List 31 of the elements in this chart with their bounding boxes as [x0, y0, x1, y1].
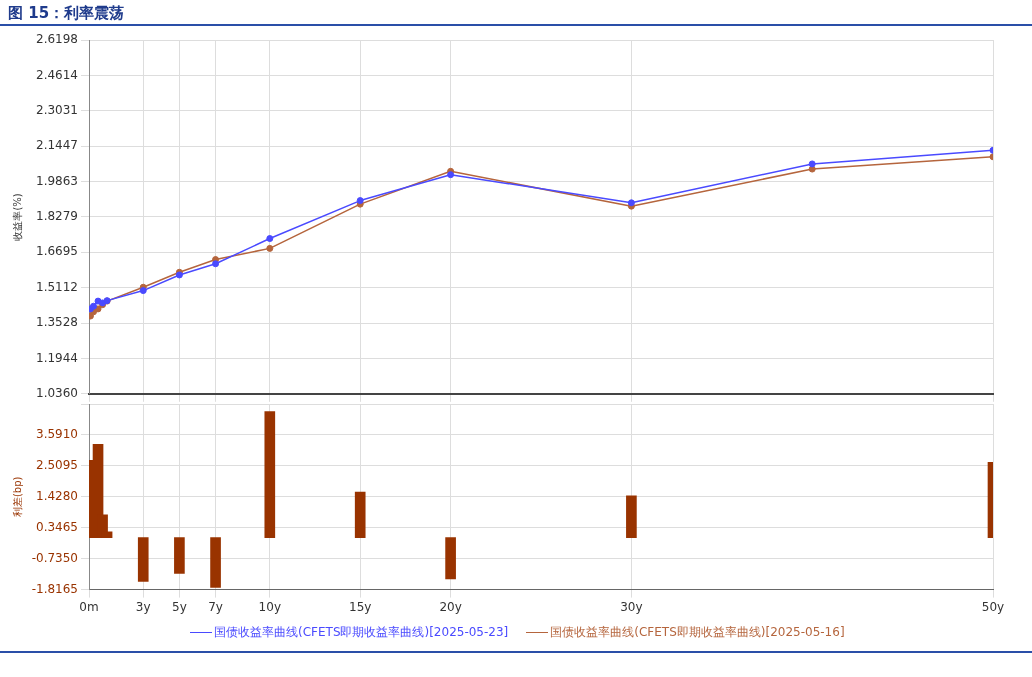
y-axis-title: 利差(bp)	[11, 476, 23, 518]
y-tick-label: 1.5112	[36, 279, 78, 294]
y-tick-label: 1.1944	[36, 350, 78, 365]
legend-label: 国债收益率曲线(CFETS即期收益率曲线)[2025-05-16]	[549, 624, 845, 641]
y-tick-label: 1.8279	[36, 209, 78, 224]
y-tick-label: -1.8165	[31, 581, 78, 596]
y-tick-label: 2.1447	[36, 138, 78, 153]
x-tick-label: 10y	[258, 599, 281, 614]
x-tick-label: 50y	[981, 599, 1005, 614]
x-tick-label: 7y	[208, 599, 223, 614]
y-tick-label: 1.0360	[36, 385, 78, 400]
y-tick-label: 2.6198	[36, 32, 78, 47]
x-tick-label: 30y	[620, 599, 643, 614]
y-tick-label: 1.6695	[36, 244, 78, 259]
x-tick-label: 15y	[349, 599, 372, 614]
y-tick-label: 2.5095	[36, 457, 78, 472]
y-tick-label: 1.4280	[36, 488, 78, 503]
legend-label: 国债收益率曲线(CFETS即期收益率曲线)[2025-05-23]	[213, 624, 509, 641]
y-tick-label: 1.9863	[36, 173, 78, 188]
y-axis-title: 收益率(%)	[11, 193, 23, 241]
x-tick-label: 3y	[135, 599, 151, 614]
y-tick-label: 2.4614	[36, 67, 78, 82]
chart-title: 图 15：利率震荡	[8, 4, 125, 23]
y-tick-label: -0.7350	[31, 550, 78, 565]
y-tick-label: 1.3528	[36, 315, 78, 330]
y-tick-label: 2.3031	[36, 102, 78, 117]
x-tick-label: 20y	[439, 599, 462, 614]
y-tick-label: 0.3465	[36, 519, 78, 534]
x-tick-label: 0m	[79, 599, 99, 614]
x-tick-label: 5y	[172, 599, 187, 614]
y-tick-label: 3.5910	[36, 427, 78, 442]
